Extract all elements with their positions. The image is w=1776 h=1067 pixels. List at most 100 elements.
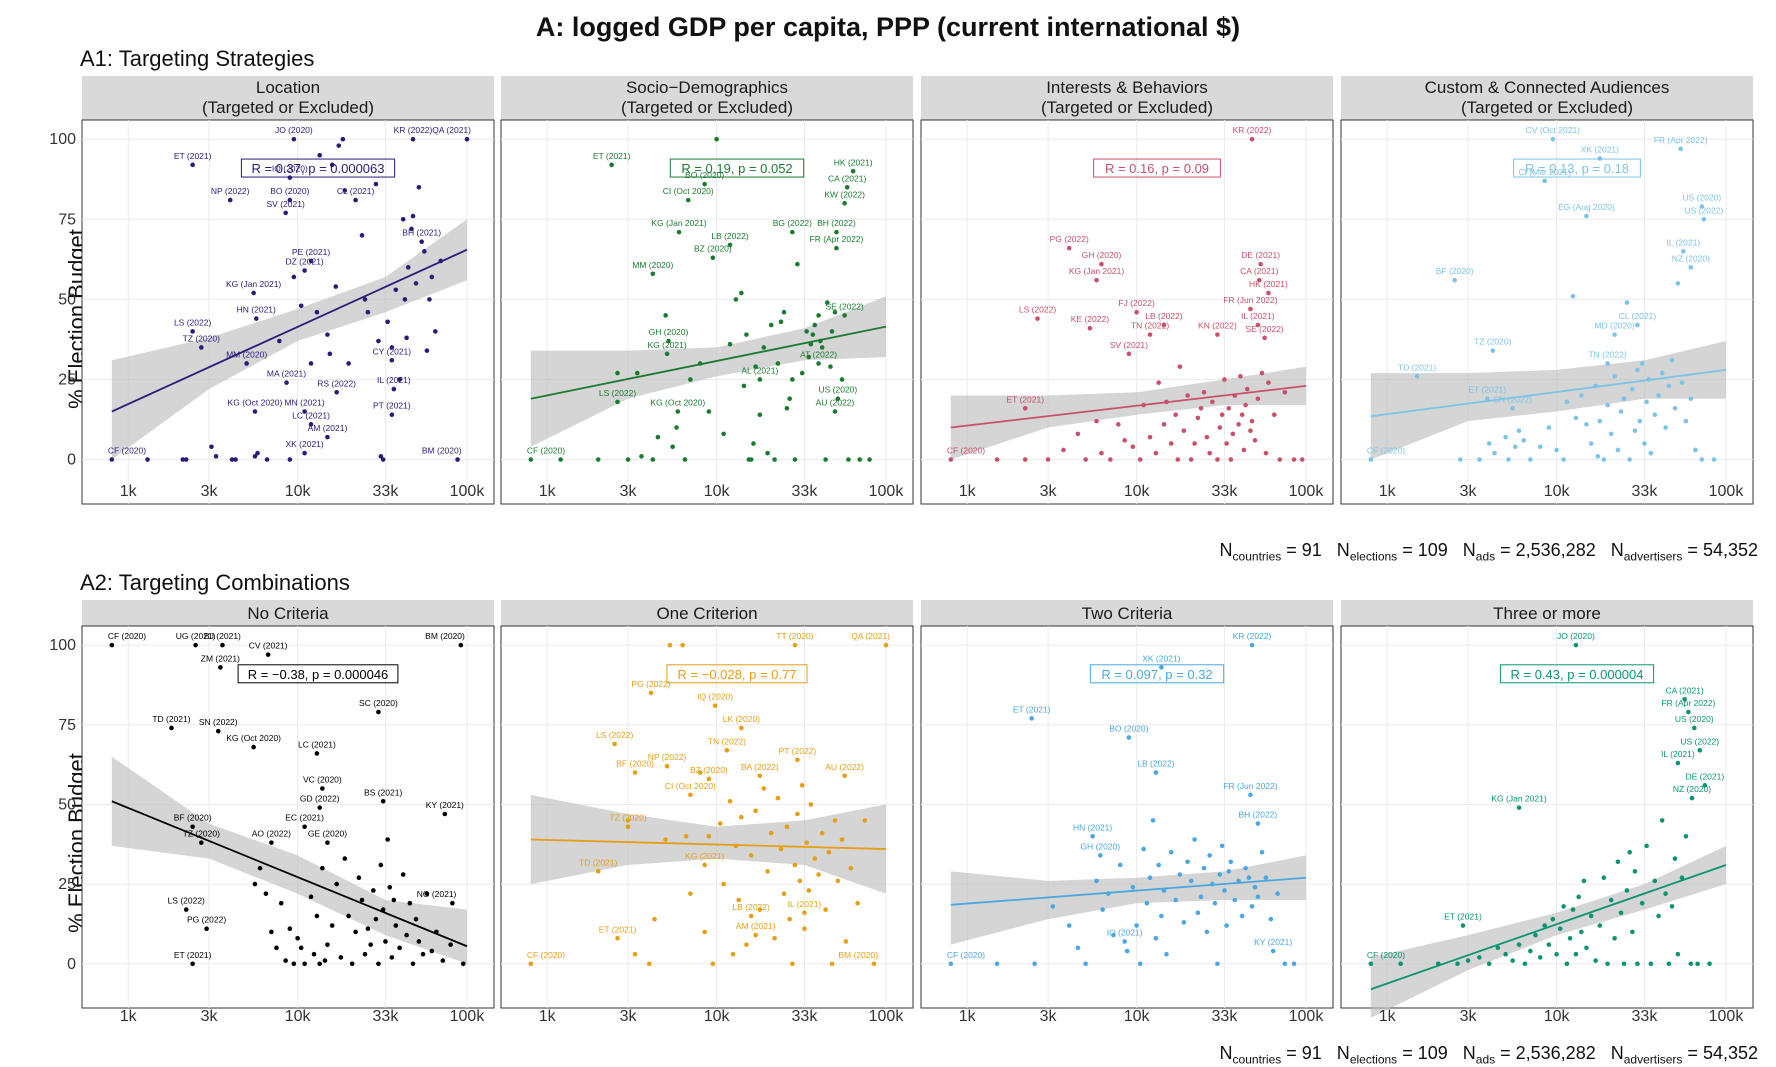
point-label: EC (2021) [285, 813, 324, 823]
data-point [808, 341, 814, 347]
data-point [1126, 351, 1132, 357]
data-point [1528, 457, 1533, 462]
data-point [1249, 642, 1255, 648]
data-point [229, 457, 235, 462]
data-point [1546, 425, 1552, 430]
data-point [1248, 428, 1253, 434]
data-point [1542, 178, 1547, 184]
data-point [1659, 370, 1665, 376]
data-point [1595, 454, 1601, 459]
data-point [1246, 875, 1252, 881]
data-point [819, 345, 825, 350]
data-point [283, 958, 288, 963]
data-point [706, 834, 712, 839]
data-point [829, 329, 835, 334]
data-point [1632, 428, 1638, 434]
panel-strip-label: Interests & Behaviors [1046, 78, 1208, 97]
data-point [325, 942, 330, 947]
panel-strip [1341, 600, 1753, 626]
data-point [790, 229, 795, 235]
data-point [365, 926, 371, 932]
data-point [768, 830, 774, 836]
x-tick-label: 33k [373, 1008, 400, 1025]
point-label: MN (2021) [285, 398, 325, 408]
point-label: KY (2021) [426, 800, 464, 810]
data-point [1130, 444, 1136, 450]
data-point [1601, 457, 1607, 462]
data-point [413, 916, 419, 922]
data-point [400, 872, 406, 877]
data-point [1550, 136, 1556, 142]
data-point [757, 773, 763, 779]
data-point [264, 457, 270, 462]
point-label: HN (2021) [237, 305, 276, 315]
data-point [676, 229, 682, 235]
data-point [1195, 415, 1201, 421]
x-tick-label: 100k [869, 1008, 905, 1025]
data-point [666, 338, 671, 344]
data-point [190, 162, 195, 168]
data-point [1130, 884, 1136, 890]
data-point [1635, 961, 1640, 967]
data-point [787, 916, 792, 922]
data-point [1593, 958, 1598, 963]
data-point [1630, 929, 1635, 935]
data-point [338, 955, 344, 960]
data-point [198, 840, 204, 845]
data-point [739, 814, 744, 820]
data-point [1188, 878, 1194, 884]
data-point [1099, 450, 1104, 456]
point-label: AM (2021) [308, 423, 348, 433]
data-point [828, 364, 833, 369]
point-label: PT (2022) [779, 746, 817, 756]
data-point [812, 322, 818, 328]
data-point [664, 763, 670, 769]
data-point [843, 939, 849, 944]
data-point [253, 316, 259, 321]
data-point [688, 891, 693, 896]
point-label: LB (2022) [733, 902, 770, 912]
point-label: IQ (2021) [1107, 927, 1143, 937]
data-point [1192, 837, 1197, 842]
data-point [751, 441, 756, 446]
data-point [799, 370, 805, 376]
point-label: CI (Oct 2020) [665, 781, 716, 791]
data-point [1682, 696, 1687, 702]
point-label: LK (2020) [723, 714, 760, 724]
data-point [109, 642, 115, 648]
data-point [1579, 929, 1584, 935]
point-label: TZ (2020) [609, 813, 646, 823]
point-label: TT (2020) [776, 631, 813, 641]
point-label: ET (2021) [174, 950, 212, 960]
data-point [416, 939, 422, 944]
data-point [1605, 402, 1610, 408]
data-point [818, 338, 823, 344]
point-label: SE (2022) [1245, 324, 1283, 334]
data-point [1236, 422, 1241, 427]
data-point [1688, 265, 1694, 270]
data-point [277, 338, 282, 344]
data-point [404, 335, 409, 341]
data-point [308, 361, 314, 366]
data-point [1255, 894, 1261, 900]
data-point [109, 457, 115, 462]
point-label: LB (2022) [1145, 311, 1182, 321]
panel-strip-label: One Criterion [656, 604, 757, 623]
footer-advertisers: 54,352 [1702, 1043, 1758, 1063]
data-point [675, 409, 681, 414]
point-label: BF (2020) [616, 759, 654, 769]
data-point [1557, 926, 1563, 932]
data-point [1137, 961, 1143, 967]
panel-strip [921, 600, 1333, 626]
data-point [1275, 891, 1280, 896]
data-point [736, 897, 741, 903]
point-label: XK (2021) [1581, 144, 1619, 154]
x-tick-label: 100k [1709, 1008, 1745, 1025]
data-point [883, 642, 889, 648]
data-point [595, 869, 601, 874]
data-point [190, 961, 195, 967]
data-point [329, 923, 335, 928]
data-point [380, 907, 386, 912]
point-label: RS (2022) [317, 378, 356, 388]
point-label: KE (2022) [1071, 314, 1109, 324]
